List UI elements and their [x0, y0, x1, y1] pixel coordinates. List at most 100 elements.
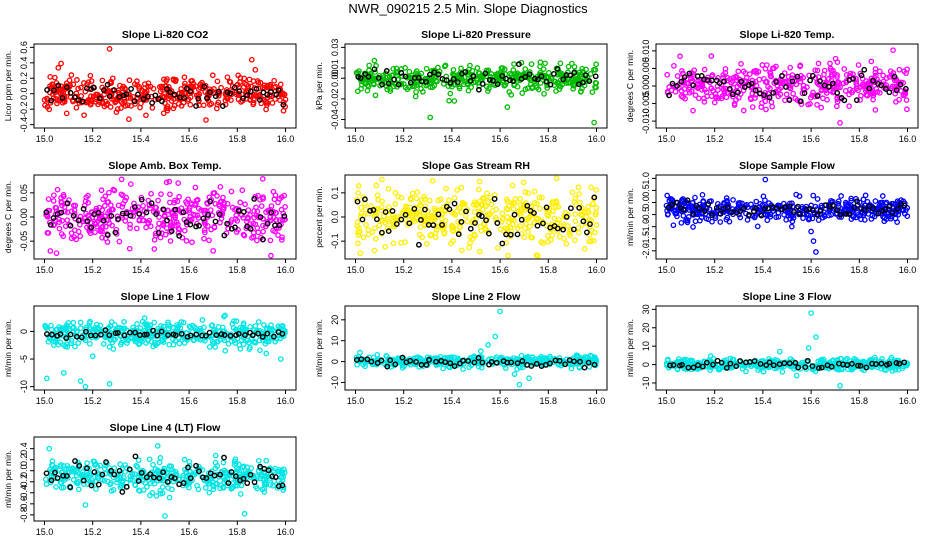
data-point [687, 358, 694, 365]
data-point [148, 190, 154, 197]
data-point [713, 94, 720, 101]
reference-point [567, 72, 574, 79]
data-point [767, 69, 773, 76]
data-point [127, 221, 133, 228]
x-tick-label: 15.4 [754, 396, 772, 406]
data-point [268, 203, 275, 209]
data-point [121, 319, 127, 325]
data-point [211, 190, 218, 196]
data-point [219, 206, 226, 213]
reference-point [576, 204, 583, 211]
data-point [731, 100, 738, 107]
plot-frame [33, 436, 297, 522]
data-point [167, 191, 173, 198]
data-point [502, 225, 509, 232]
data-point [455, 218, 461, 225]
data-point [276, 196, 283, 202]
reference-point [423, 78, 430, 85]
data-point [140, 217, 146, 224]
reference-point [567, 205, 574, 212]
data-point [510, 206, 517, 212]
reference-point [273, 91, 280, 98]
reference-point [71, 94, 78, 101]
reference-point [723, 365, 730, 371]
outlier-point [263, 350, 270, 357]
data-point [124, 333, 131, 340]
outlier-point [77, 378, 84, 384]
reference-point [371, 66, 378, 73]
x-tick-label: 15.4 [443, 396, 461, 406]
data-point [52, 74, 58, 81]
reference-point [795, 203, 801, 210]
data-point [385, 212, 392, 219]
data-point [216, 203, 223, 209]
reference-point [106, 93, 113, 100]
reference-point [144, 93, 151, 100]
data-point [183, 238, 190, 244]
reference-point [815, 365, 822, 371]
outlier-point [60, 369, 67, 376]
reference-point [757, 360, 764, 367]
data-point [533, 252, 540, 259]
data-point [392, 81, 399, 88]
data-point [257, 79, 264, 86]
data-point [263, 457, 270, 464]
reference-point [562, 361, 569, 368]
chart-panel: Slope Li-820 Temp.15.0 15.2 15.4 15.6 15.8 16… [625, 29, 919, 144]
y-tick-label: -0.4 [19, 117, 29, 133]
data-point [202, 221, 209, 228]
data-point [261, 473, 268, 479]
reference-point [359, 216, 366, 223]
reference-point [127, 329, 133, 336]
data-point [812, 67, 819, 74]
reference-point [491, 196, 498, 202]
y-tick-label: 0.2 [19, 453, 29, 466]
data-point [376, 222, 383, 229]
reference-point [690, 210, 696, 217]
data-point [514, 225, 521, 232]
data-point [221, 313, 227, 320]
outlier-point [277, 356, 284, 362]
data-point [44, 229, 51, 236]
data-point [446, 97, 452, 104]
data-point [122, 462, 129, 468]
reference-point [577, 358, 583, 365]
reference-point [891, 73, 898, 80]
x-tick-label: 15.4 [132, 134, 150, 144]
plot-frame [344, 43, 608, 129]
plot-frame [655, 305, 919, 391]
reference-point [67, 89, 74, 96]
points [42, 312, 288, 390]
data-point [235, 90, 242, 97]
data-point [721, 200, 728, 207]
data-point [423, 65, 430, 72]
data-point [873, 86, 880, 92]
reference-point [727, 360, 734, 367]
data-point [495, 245, 501, 251]
data-point [156, 459, 163, 466]
reference-point [701, 208, 708, 214]
data-point [692, 218, 699, 225]
data-point [745, 79, 752, 86]
data-point [428, 231, 434, 238]
reference-point [834, 89, 841, 96]
reference-point [368, 358, 375, 365]
data-point [715, 87, 721, 93]
x-tick-label: 15.2 [706, 396, 724, 406]
reference-point [150, 327, 156, 334]
data-point [459, 247, 465, 254]
data-point [576, 69, 583, 76]
reference-point [136, 211, 143, 217]
x-tick-label: 15.8 [229, 134, 247, 144]
plot-frame [33, 305, 297, 391]
reference-point [882, 206, 889, 213]
reference-point [673, 199, 680, 206]
data-point [848, 197, 855, 204]
data-point [235, 327, 242, 334]
data-point [212, 200, 219, 207]
data-point [56, 216, 62, 223]
data-point [356, 225, 362, 232]
data-point [437, 196, 444, 203]
data-point [259, 175, 266, 182]
data-point [134, 464, 141, 470]
